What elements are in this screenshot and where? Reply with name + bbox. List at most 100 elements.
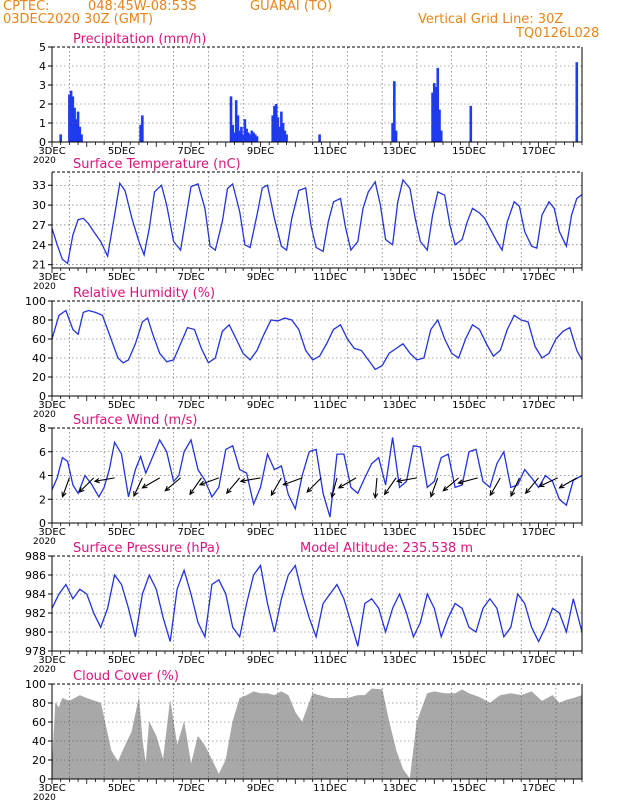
precipitation-bar [68, 94, 71, 142]
precipitation-bar [255, 136, 259, 142]
precipitation-bar [271, 115, 274, 142]
temperature-xtick-label: 3DEC [38, 272, 65, 283]
header-source: CPTEC: [3, 0, 50, 14]
grid-note-label: Vertical Grid Line: 30Z [418, 12, 564, 27]
wind-arrow-shaft [226, 477, 241, 494]
wind-arrow-shaft [79, 477, 95, 493]
wind-arrow-shaft [133, 477, 143, 497]
wind-xtick-label: 5DEC [108, 527, 135, 538]
humidity-ytick-label: 40 [32, 352, 46, 365]
precipitation-ytick-label: 1 [39, 117, 46, 130]
wind-arrow-shaft [283, 477, 303, 486]
cloud-title: Cloud Cover (%) [73, 669, 179, 684]
humidity-xtick-label: 15DEC [452, 400, 486, 411]
precipitation-plot-area [52, 47, 582, 142]
pressure-xtick-label: 3DEC [38, 655, 65, 666]
precipitation-bar [254, 134, 257, 142]
precipitation-bar [73, 107, 76, 142]
precipitation-xtick-label: 3DEC [38, 146, 65, 157]
pressure-xtick-label: 15DEC [452, 655, 486, 666]
precipitation-bar [439, 130, 443, 142]
pressure-ytick-label: 980 [25, 626, 46, 639]
cloud-ytick-label: 20 [32, 754, 46, 767]
wind-arrow-head [330, 492, 336, 499]
cloud-xtick-label: 9DEC [247, 783, 274, 794]
precipitation-bar [238, 130, 241, 142]
wind-arrow-head [61, 491, 67, 498]
cloud-xtick-label: 3DEC [38, 783, 65, 794]
precipitation-ytick-label: 5 [39, 41, 46, 54]
precipitation-bar [285, 134, 288, 142]
temperature-xtick-label: 11DEC [313, 272, 347, 283]
wind-arrow-head [93, 477, 100, 484]
precipitation-year-label: 2020 [33, 156, 56, 166]
wind-ytick-label: 4 [39, 470, 46, 483]
temperature-xtick-label: 7DEC [177, 272, 204, 283]
wind-arrow-shaft [510, 477, 520, 497]
precipitation-bar [436, 67, 440, 142]
humidity-ytick-label: 0 [39, 390, 46, 403]
precipitation-ytick-label: 3 [39, 79, 46, 92]
precipitation-bar [247, 132, 250, 142]
cloud-ytick-label: 0 [39, 773, 46, 786]
pressure-ytick-label: 978 [25, 645, 46, 658]
precipitation-bar [234, 100, 238, 142]
wind-arrow-shaft [189, 477, 202, 495]
temperature-xtick-label: 15DEC [452, 272, 486, 283]
wind-arrow-head [270, 490, 276, 497]
precipitation-bar [236, 115, 240, 142]
precipitation-xtick-label: 13DEC [383, 146, 417, 157]
cloud-xtick-label: 17DEC [522, 783, 556, 794]
precipitation-bar [229, 96, 233, 142]
pressure-annotation: Model Altitude: 235.538 m [300, 541, 473, 556]
header-grid-note: Vertical Grid Line: 30Z [418, 13, 563, 27]
pressure-xtick-label: 9DEC [247, 655, 274, 666]
wind-arrow-shaft [164, 477, 181, 492]
temperature-plot-area [52, 172, 582, 268]
pressure-year-label: 2020 [33, 665, 56, 675]
wind-title: Surface Wind (m/s) [73, 413, 197, 428]
precipitation-bar [241, 134, 245, 142]
wind-arrow-head [372, 492, 379, 500]
cloud-xtick-label: 15DEC [452, 783, 486, 794]
humidity-year-label: 2020 [33, 410, 56, 420]
precipitation-bar [276, 117, 280, 142]
precipitation-xtick-label: 7DEC [177, 146, 204, 157]
temperature-ytick-label: 30 [32, 199, 46, 212]
humidity-xtick-label: 17DEC [522, 400, 556, 411]
precipitation-bar [273, 105, 276, 142]
precipitation-ytick-label: 0 [39, 136, 46, 149]
wind-arrow-shaft [240, 477, 261, 482]
precipitation-bar [78, 126, 82, 142]
wind-arrow-head [510, 490, 516, 498]
precipitation-bar [248, 134, 252, 142]
wind-xtick-label: 7DEC [177, 527, 204, 538]
pressure-ytick-label: 984 [25, 588, 46, 601]
precipitation-xtick-label: 5DEC [108, 146, 135, 157]
wind-xtick-label: 11DEC [313, 527, 347, 538]
pressure-plot-area [52, 556, 582, 651]
temperature-ytick-label: 24 [32, 239, 46, 252]
humidity-ytick-label: 100 [25, 295, 46, 308]
pressure-xtick-label: 17DEC [522, 655, 556, 666]
wind-arrow-shaft [374, 477, 378, 498]
precipitation-xtick-label: 9DEC [247, 146, 274, 157]
wind-arrow-shaft [442, 477, 459, 492]
precipitation-bar [318, 134, 321, 142]
precipitation-bar [76, 111, 80, 142]
wind-line [51, 437, 583, 518]
precipitation-bar [278, 126, 281, 142]
temperature-year-label: 2020 [33, 282, 56, 292]
wind-arrow-shaft [489, 477, 501, 496]
wind-arrow-head [282, 480, 289, 486]
precipitation-bar [233, 132, 236, 142]
pressure-xtick-label: 13DEC [383, 655, 417, 666]
precipitation-bar [59, 134, 62, 142]
wind-arrow-shaft [539, 477, 558, 487]
cloud-ytick-label: 40 [32, 735, 46, 748]
cloud-ytick-label: 100 [25, 678, 46, 691]
humidity-ytick-label: 80 [32, 314, 46, 327]
temperature-ytick-label: 21 [32, 259, 46, 272]
precipitation-bar [240, 126, 243, 142]
